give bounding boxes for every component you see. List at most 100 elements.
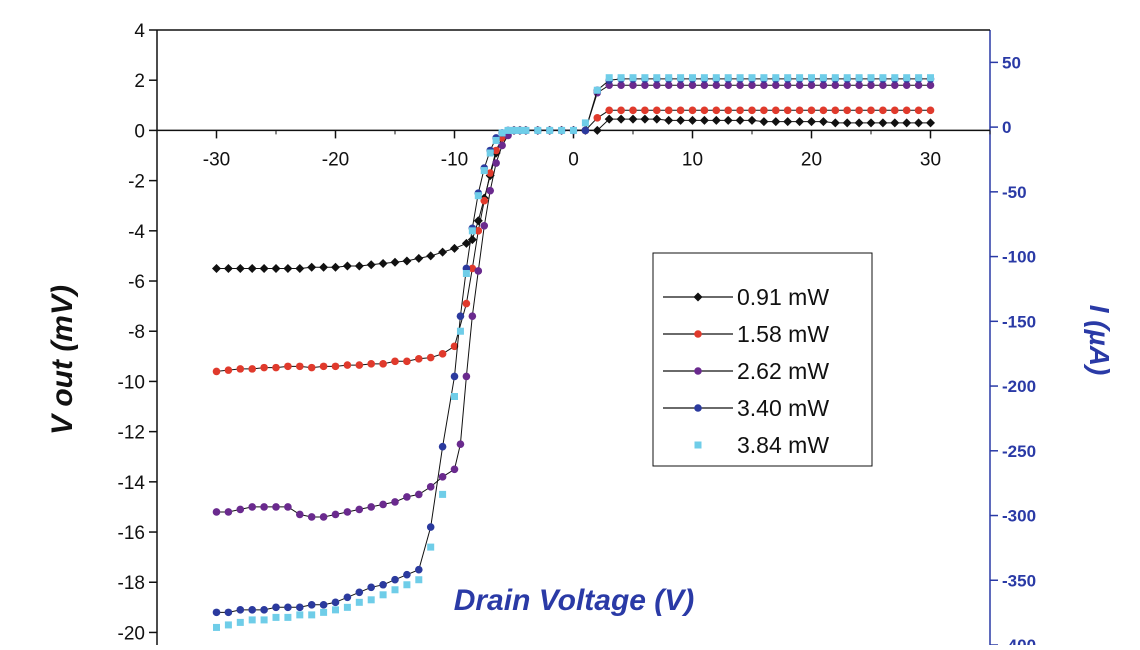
data-point	[414, 253, 424, 263]
y-tick-label: -12	[118, 423, 145, 444]
data-point	[676, 81, 685, 90]
data-point	[247, 263, 257, 273]
data-point	[855, 81, 863, 90]
data-point	[534, 126, 542, 134]
data-point	[332, 606, 339, 614]
data-point	[224, 508, 233, 516]
data-point	[902, 81, 911, 90]
data-point	[438, 442, 447, 451]
data-point	[807, 81, 816, 90]
data-point	[284, 362, 292, 371]
legend-marker	[694, 330, 702, 338]
data-point	[818, 117, 828, 127]
data-point	[426, 353, 435, 362]
data-point	[855, 74, 863, 82]
data-point	[480, 196, 489, 205]
data-point	[581, 119, 589, 127]
data-point	[319, 513, 328, 521]
data-point	[653, 74, 661, 82]
data-point	[653, 106, 661, 115]
data-point	[427, 543, 435, 551]
data-point	[319, 262, 329, 272]
data-point	[224, 621, 232, 629]
data-point	[284, 503, 292, 511]
data-point	[468, 312, 477, 320]
data-point	[402, 256, 412, 266]
y2-tick-label: 50	[1002, 53, 1021, 72]
data-point	[629, 106, 637, 115]
data-point	[831, 81, 840, 90]
data-point	[723, 115, 733, 125]
data-point	[468, 264, 477, 273]
data-point	[605, 106, 613, 115]
data-point	[878, 118, 888, 128]
data-point	[492, 159, 500, 167]
y-tick-label: -8	[128, 322, 145, 343]
data-point	[403, 581, 411, 589]
data-point	[438, 247, 448, 257]
data-point	[307, 513, 316, 521]
data-point	[641, 74, 649, 82]
y2-tick-label: -300	[1002, 507, 1036, 526]
data-point	[391, 586, 399, 594]
data-point	[283, 263, 293, 273]
y-tick-label: -4	[128, 222, 145, 243]
data-point	[343, 508, 352, 516]
data-point	[617, 74, 625, 82]
data-point	[438, 350, 447, 358]
data-point	[391, 498, 399, 506]
data-point	[748, 106, 756, 115]
data-point	[296, 362, 304, 371]
data-point	[308, 611, 316, 619]
data-point	[772, 106, 780, 115]
data-point	[343, 593, 352, 602]
data-point	[212, 367, 221, 376]
data-point	[759, 117, 769, 127]
data-point	[378, 258, 388, 268]
legend-marker	[694, 404, 702, 412]
data-point	[902, 106, 911, 115]
y2-tick-label: -250	[1002, 442, 1036, 461]
axes-group: 420-2-4-6-8-10-12-14-16-18-20500-50-100-…	[118, 21, 1037, 650]
data-point	[331, 598, 340, 607]
data-point	[711, 115, 721, 125]
data-point	[891, 106, 899, 115]
data-point	[367, 503, 376, 511]
data-point	[689, 74, 696, 82]
data-point	[867, 74, 875, 82]
data-point	[272, 363, 280, 372]
data-point	[736, 106, 744, 115]
data-point	[516, 126, 524, 134]
data-point	[736, 81, 744, 90]
y2-tick-label: -50	[1002, 183, 1027, 202]
data-point	[760, 106, 768, 115]
y2-tick-label: -350	[1002, 571, 1036, 590]
data-point	[456, 312, 465, 320]
data-point	[462, 299, 471, 308]
data-point	[605, 74, 613, 82]
data-point	[224, 366, 233, 374]
data-point	[855, 106, 863, 115]
series-layer	[212, 74, 935, 631]
data-point	[784, 74, 792, 82]
data-point	[296, 603, 304, 612]
data-point	[546, 126, 554, 134]
data-point	[795, 81, 804, 90]
y-tick-label: -16	[118, 523, 145, 544]
data-point	[236, 618, 244, 626]
data-point	[831, 74, 839, 82]
data-point	[688, 106, 697, 115]
y2-tick-label: -400	[1002, 636, 1036, 645]
data-point	[748, 74, 756, 82]
data-point	[712, 81, 721, 90]
data-point	[665, 74, 673, 82]
data-point	[486, 149, 494, 157]
data-point	[724, 74, 732, 82]
data-point	[772, 74, 780, 82]
y2-tick-label: 0	[1002, 118, 1011, 137]
data-point	[271, 263, 281, 273]
data-point	[354, 261, 364, 271]
data-point	[783, 81, 792, 90]
